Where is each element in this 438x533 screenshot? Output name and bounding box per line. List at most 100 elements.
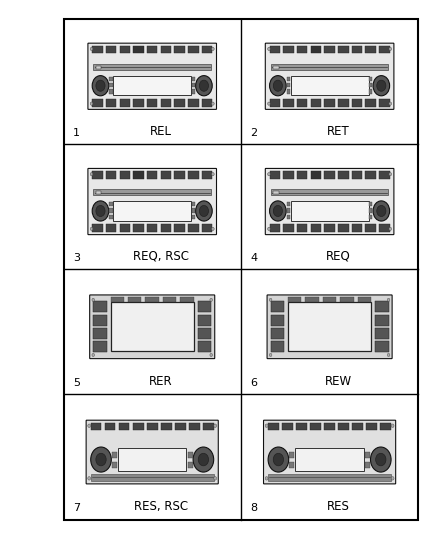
Bar [145, 297, 159, 302]
Bar [133, 171, 144, 179]
Bar [338, 99, 349, 107]
Circle shape [265, 477, 268, 480]
Circle shape [269, 298, 272, 302]
Circle shape [92, 76, 109, 96]
Bar [358, 297, 371, 302]
Bar [273, 66, 279, 69]
Bar [297, 171, 307, 179]
Bar [192, 208, 195, 213]
Bar [93, 328, 107, 339]
Circle shape [273, 453, 283, 466]
Circle shape [88, 424, 91, 427]
Bar [147, 423, 158, 431]
Text: RER: RER [149, 375, 173, 388]
Bar [268, 474, 391, 481]
Bar [175, 423, 186, 431]
Bar [188, 99, 198, 107]
Bar [147, 171, 158, 179]
Circle shape [389, 47, 392, 51]
Bar [311, 171, 321, 179]
Bar [369, 215, 372, 219]
Circle shape [212, 102, 214, 105]
Bar [311, 224, 321, 232]
Bar [120, 99, 130, 107]
Circle shape [387, 298, 390, 302]
Bar [105, 423, 115, 431]
Circle shape [268, 227, 270, 230]
Circle shape [373, 201, 390, 221]
Text: 4: 4 [251, 253, 258, 263]
Bar [365, 171, 376, 179]
Bar [161, 46, 171, 53]
Bar [289, 452, 294, 458]
Bar [93, 342, 107, 352]
Bar [111, 297, 124, 302]
Bar [289, 462, 294, 469]
Text: RES: RES [327, 500, 350, 513]
Bar [271, 189, 389, 195]
Text: REQ: REQ [326, 250, 351, 263]
Circle shape [199, 80, 208, 91]
Circle shape [268, 447, 289, 472]
Bar [161, 99, 171, 107]
Circle shape [92, 201, 109, 221]
Circle shape [96, 205, 105, 216]
Circle shape [88, 477, 91, 480]
Bar [352, 46, 362, 53]
Bar [283, 224, 294, 232]
FancyBboxPatch shape [86, 420, 218, 484]
Bar [202, 46, 212, 53]
Bar [202, 99, 212, 107]
Bar [198, 342, 211, 352]
Bar [379, 99, 390, 107]
Bar [369, 83, 372, 87]
Bar [106, 224, 117, 232]
Bar [174, 99, 185, 107]
Bar [92, 99, 102, 107]
Bar [323, 297, 336, 302]
Circle shape [196, 201, 212, 221]
Circle shape [210, 298, 212, 302]
Circle shape [90, 227, 93, 230]
Circle shape [273, 80, 283, 91]
FancyBboxPatch shape [264, 420, 396, 484]
Bar [340, 297, 354, 302]
Bar [110, 215, 113, 219]
Bar [147, 46, 158, 53]
Bar [338, 171, 349, 179]
Bar [375, 301, 389, 312]
Bar [192, 215, 195, 219]
Bar [174, 46, 185, 53]
Bar [365, 99, 376, 107]
Bar [119, 423, 130, 431]
Bar [111, 302, 194, 351]
Bar [375, 328, 389, 339]
Bar [271, 328, 284, 339]
Bar [147, 99, 158, 107]
Bar [133, 99, 144, 107]
Bar [271, 342, 284, 352]
Bar [291, 76, 368, 95]
Circle shape [371, 447, 391, 472]
Bar [296, 423, 307, 431]
Text: REQ, RSC: REQ, RSC [133, 250, 189, 263]
Bar [297, 99, 307, 107]
Bar [192, 77, 195, 81]
FancyBboxPatch shape [88, 43, 216, 109]
Text: 1: 1 [73, 127, 80, 138]
Bar [188, 224, 198, 232]
Bar [96, 66, 101, 69]
Bar [106, 171, 117, 179]
Bar [287, 90, 290, 94]
Bar [92, 171, 102, 179]
Circle shape [212, 173, 214, 176]
Circle shape [90, 102, 93, 105]
Bar [110, 202, 113, 206]
Text: REL: REL [150, 125, 172, 138]
Bar [120, 224, 130, 232]
Bar [297, 224, 307, 232]
Circle shape [391, 424, 394, 427]
Bar [110, 208, 113, 213]
Bar [352, 99, 362, 107]
Text: 6: 6 [251, 378, 258, 388]
